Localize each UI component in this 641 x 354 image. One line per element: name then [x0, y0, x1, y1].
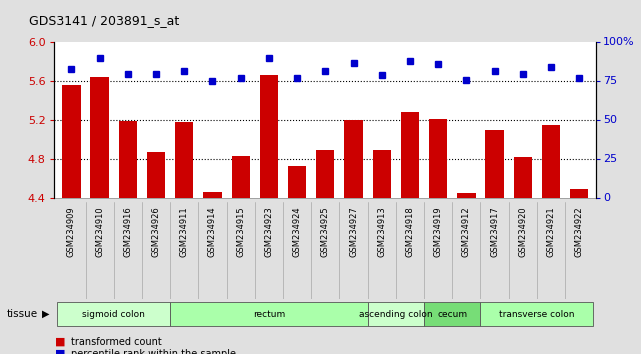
Bar	[372, 149, 391, 198]
Text: 25: 25	[603, 154, 617, 164]
Bar	[119, 121, 137, 198]
Text: GSM234909: GSM234909	[67, 207, 76, 257]
Text: 50: 50	[603, 115, 617, 125]
Bar	[316, 149, 335, 198]
Bar	[457, 193, 476, 198]
Text: GSM234915: GSM234915	[236, 207, 245, 257]
Text: GSM234910: GSM234910	[95, 207, 104, 257]
Text: GSM234913: GSM234913	[378, 207, 387, 257]
Bar	[203, 193, 222, 198]
Text: transverse colon: transverse colon	[499, 310, 574, 319]
Text: GSM234921: GSM234921	[547, 207, 556, 257]
Text: 0: 0	[603, 193, 610, 203]
Bar	[90, 76, 109, 198]
Bar	[429, 119, 447, 198]
Text: cecum: cecum	[437, 310, 467, 319]
Text: GSM234919: GSM234919	[434, 207, 443, 257]
Text: transformed count: transformed count	[71, 337, 162, 347]
Text: GSM234923: GSM234923	[264, 207, 273, 257]
Bar	[401, 112, 419, 198]
Text: GSM234926: GSM234926	[151, 207, 160, 257]
Bar	[485, 130, 504, 198]
Text: GSM234912: GSM234912	[462, 207, 471, 257]
Text: GDS3141 / 203891_s_at: GDS3141 / 203891_s_at	[29, 14, 179, 27]
Text: tissue: tissue	[6, 309, 38, 319]
Text: GSM234925: GSM234925	[320, 207, 330, 257]
Text: ▶: ▶	[42, 309, 49, 319]
Text: ■: ■	[54, 337, 65, 347]
Text: GSM234916: GSM234916	[123, 207, 132, 257]
Text: GSM234924: GSM234924	[292, 207, 302, 257]
Text: GSM234920: GSM234920	[519, 207, 528, 257]
Bar	[175, 122, 194, 198]
Text: GSM234917: GSM234917	[490, 207, 499, 257]
Bar	[344, 120, 363, 198]
Text: GSM234922: GSM234922	[575, 207, 584, 257]
Text: 75: 75	[603, 76, 617, 86]
Bar	[424, 302, 481, 326]
Bar	[260, 75, 278, 198]
Bar	[231, 156, 250, 198]
Text: sigmoid colon: sigmoid colon	[82, 310, 145, 319]
Text: 100%: 100%	[603, 38, 635, 47]
Text: GSM234914: GSM234914	[208, 207, 217, 257]
Text: percentile rank within the sample: percentile rank within the sample	[71, 349, 235, 354]
Bar	[570, 189, 588, 198]
Bar	[57, 302, 170, 326]
Bar	[288, 166, 306, 198]
Text: ■: ■	[54, 349, 65, 354]
Bar	[481, 302, 594, 326]
Bar	[542, 125, 560, 198]
Text: GSM234911: GSM234911	[179, 207, 188, 257]
Bar	[170, 302, 368, 326]
Text: rectum: rectum	[253, 310, 285, 319]
Bar	[62, 85, 81, 198]
Text: GSM234927: GSM234927	[349, 207, 358, 257]
Text: ascending colon: ascending colon	[359, 310, 433, 319]
Bar	[368, 302, 424, 326]
Bar	[147, 153, 165, 198]
Bar	[513, 157, 532, 198]
Text: GSM234918: GSM234918	[406, 207, 415, 257]
